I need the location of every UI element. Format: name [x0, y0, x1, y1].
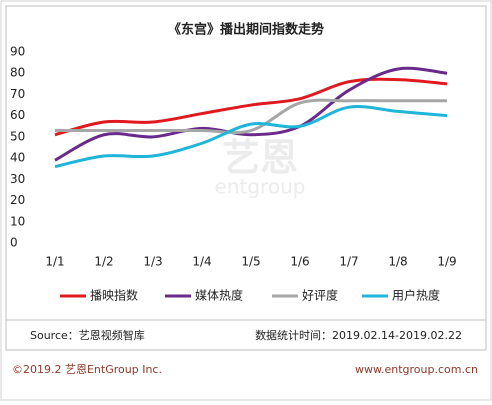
y-tick-label: 40	[10, 151, 25, 165]
copyright: ©2019.2 艺恩EntGroup Inc.	[12, 363, 162, 376]
x-tick-label: 1/2	[94, 255, 113, 269]
series-line	[54, 66, 448, 162]
x-tick-label: 1/5	[241, 255, 260, 269]
source: Source：艺恩视频智库	[30, 328, 145, 342]
x-tick-label: 1/8	[388, 255, 407, 269]
y-tick-label: 20	[10, 193, 25, 207]
legend-label: 用户热度	[392, 288, 440, 303]
x-tick-label: 1/3	[143, 255, 162, 269]
y-tick-label: 10	[10, 214, 25, 228]
series-line	[55, 98, 447, 135]
y-tick-label: 50	[10, 129, 25, 143]
y-tick-label: 80	[10, 66, 25, 80]
legend-label: 播映指数	[90, 288, 138, 303]
series-line	[54, 77, 448, 137]
x-tick-label: 1/1	[45, 255, 64, 269]
legend-label: 媒体热度	[195, 288, 243, 303]
watermark: entgroup	[215, 175, 306, 199]
y-tick-label: 30	[10, 172, 25, 186]
legend-label: 好评度	[302, 288, 338, 303]
period: 数据统计时间：2019.02.14-2019.02.22	[255, 328, 462, 342]
y-tick-label: 90	[10, 45, 25, 59]
series-line	[54, 105, 448, 169]
y-tick-label: 70	[10, 87, 25, 101]
x-tick-label: 1/9	[437, 255, 456, 269]
x-tick-label: 1/7	[339, 255, 358, 269]
chart-frame	[5, 5, 487, 351]
x-tick-label: 1/4	[192, 255, 211, 269]
y-tick-label: 0	[10, 236, 18, 250]
watermark: 艺恩	[222, 136, 298, 180]
y-tick-label: 60	[10, 108, 25, 122]
website: www.entgroup.com.cn	[355, 363, 478, 376]
chart-title: 《东宫》播出期间指数走势	[168, 22, 324, 38]
x-tick-label: 1/6	[290, 255, 309, 269]
